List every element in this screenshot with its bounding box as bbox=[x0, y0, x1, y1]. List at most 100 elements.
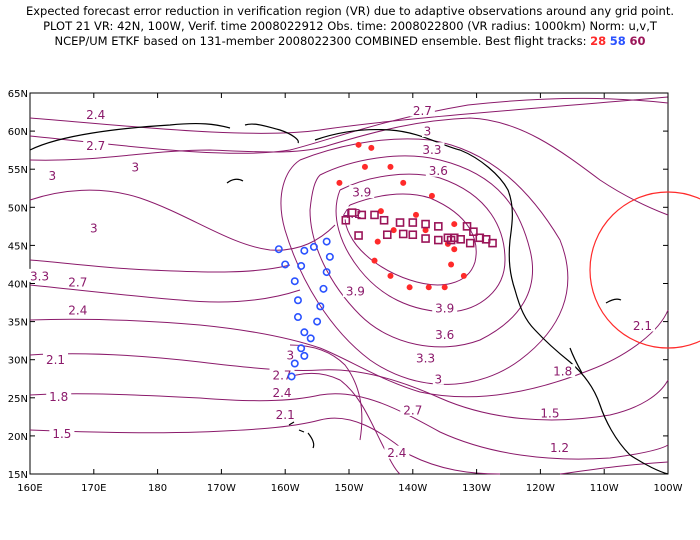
header-ensemble-info: NCEP/UM ETKF based on 131-member 2008022… bbox=[0, 34, 700, 48]
track-28-point bbox=[400, 179, 407, 186]
track-58-point bbox=[297, 344, 306, 353]
track-28-point bbox=[387, 272, 394, 279]
track-60-point bbox=[434, 235, 443, 245]
track-60-point bbox=[434, 222, 443, 231]
track-28-point bbox=[451, 246, 458, 253]
track-58-point bbox=[300, 351, 309, 360]
contour-label: 1.5 bbox=[540, 407, 559, 421]
track-28-point bbox=[448, 261, 455, 268]
header-title: Expected forecast error reduction in ver… bbox=[25, 4, 675, 18]
lon-label: 130W bbox=[462, 483, 491, 494]
lat-label: 50N bbox=[8, 203, 28, 214]
lon-label: 160E bbox=[17, 483, 42, 494]
track-28-point bbox=[428, 192, 435, 199]
contour-label: 2.7 bbox=[86, 139, 105, 153]
track-60-point bbox=[488, 238, 497, 248]
track-60-point bbox=[421, 219, 430, 229]
track-58-point bbox=[322, 237, 331, 246]
track-28-point bbox=[371, 257, 378, 264]
contour-label: 1.8 bbox=[49, 390, 68, 404]
contour-label: 2.4 bbox=[272, 386, 291, 400]
track-58-point bbox=[319, 284, 328, 293]
track-60-point bbox=[379, 215, 389, 225]
track-60-point bbox=[421, 234, 430, 243]
contour-label-bg bbox=[88, 220, 100, 234]
track-28-point bbox=[377, 208, 384, 215]
contour-label-bg bbox=[46, 389, 72, 403]
contour-label: 2.1 bbox=[276, 408, 295, 422]
contour-label: 2.7 bbox=[272, 368, 291, 382]
track-58-point bbox=[293, 313, 302, 322]
track-58-point bbox=[293, 296, 302, 305]
track-60-point bbox=[456, 235, 465, 244]
lat-label: 25N bbox=[8, 394, 28, 405]
lon-label: 100W bbox=[654, 483, 683, 494]
lat-label: 45N bbox=[8, 241, 28, 252]
contour-label: 3.6 bbox=[429, 164, 448, 178]
track-28-point bbox=[451, 221, 458, 228]
lat-label: 60N bbox=[8, 127, 28, 138]
track-28-point bbox=[425, 284, 432, 291]
contour-label: 3 bbox=[434, 372, 442, 386]
track-58-point bbox=[281, 260, 290, 269]
track-60-point bbox=[354, 231, 363, 240]
track-58-label: 58 bbox=[609, 34, 626, 48]
contour-label-bg bbox=[46, 168, 58, 182]
track-60-point bbox=[446, 235, 456, 245]
contour-label: 3.3 bbox=[416, 352, 435, 366]
contour-label: 3.9 bbox=[435, 301, 454, 315]
track-58-point bbox=[287, 372, 296, 381]
track-60-point bbox=[382, 230, 392, 240]
contour-label-bg bbox=[384, 445, 410, 459]
track-28-point bbox=[412, 211, 419, 218]
lat-label: 65N bbox=[8, 89, 28, 100]
contour-label: 2.4 bbox=[387, 446, 406, 460]
track-60-point bbox=[341, 215, 351, 225]
track-60-point bbox=[462, 222, 472, 231]
contour-label-bg bbox=[413, 351, 439, 365]
contour-label-bg bbox=[284, 348, 296, 362]
track-60-label: 60 bbox=[629, 34, 646, 48]
flight-track-60 bbox=[341, 208, 497, 248]
track-28-point bbox=[361, 163, 368, 170]
contour-label-bg bbox=[83, 107, 109, 121]
track-58-point bbox=[309, 242, 318, 251]
track-28-point bbox=[368, 144, 375, 151]
contour-label: 2.7 bbox=[413, 104, 432, 118]
contour-label: 1.5 bbox=[52, 427, 71, 441]
contour-label-bg bbox=[129, 159, 141, 173]
track-58-point bbox=[322, 268, 331, 277]
contour-label-bg bbox=[269, 385, 295, 399]
lon-label: 180 bbox=[148, 483, 167, 494]
contour-label-bg bbox=[425, 163, 451, 177]
track-60-point bbox=[357, 210, 367, 220]
track-28-point bbox=[355, 141, 362, 148]
track-60-point bbox=[465, 238, 475, 248]
track-60-point bbox=[408, 218, 418, 227]
contour-label-bg bbox=[65, 303, 91, 317]
contour-label: 3 bbox=[49, 169, 57, 183]
lon-label: 110W bbox=[590, 483, 619, 494]
flight-track-28 bbox=[336, 141, 467, 291]
contour-label-bg bbox=[83, 138, 109, 152]
lat-label: 55N bbox=[8, 165, 28, 176]
contour-label-bg bbox=[27, 268, 53, 282]
contour-label-bg bbox=[550, 364, 576, 378]
track-60-point bbox=[347, 208, 357, 217]
contour-label: 2.1 bbox=[633, 319, 652, 333]
track-60-point bbox=[370, 210, 379, 220]
track-28-point bbox=[390, 227, 397, 234]
contour-label-bg bbox=[432, 371, 444, 385]
track-60-point bbox=[408, 230, 418, 240]
track-58-point bbox=[325, 252, 334, 261]
lon-label: 140W bbox=[398, 483, 427, 494]
track-58-point bbox=[300, 328, 309, 337]
lon-label: 160W bbox=[271, 483, 300, 494]
track-58-point bbox=[306, 334, 315, 343]
contour-label-bg bbox=[409, 103, 435, 117]
contour-label: 2.4 bbox=[68, 304, 87, 318]
map-frame bbox=[29, 92, 669, 475]
contour-label-bg bbox=[421, 124, 433, 138]
contour-label-bg bbox=[43, 352, 69, 366]
